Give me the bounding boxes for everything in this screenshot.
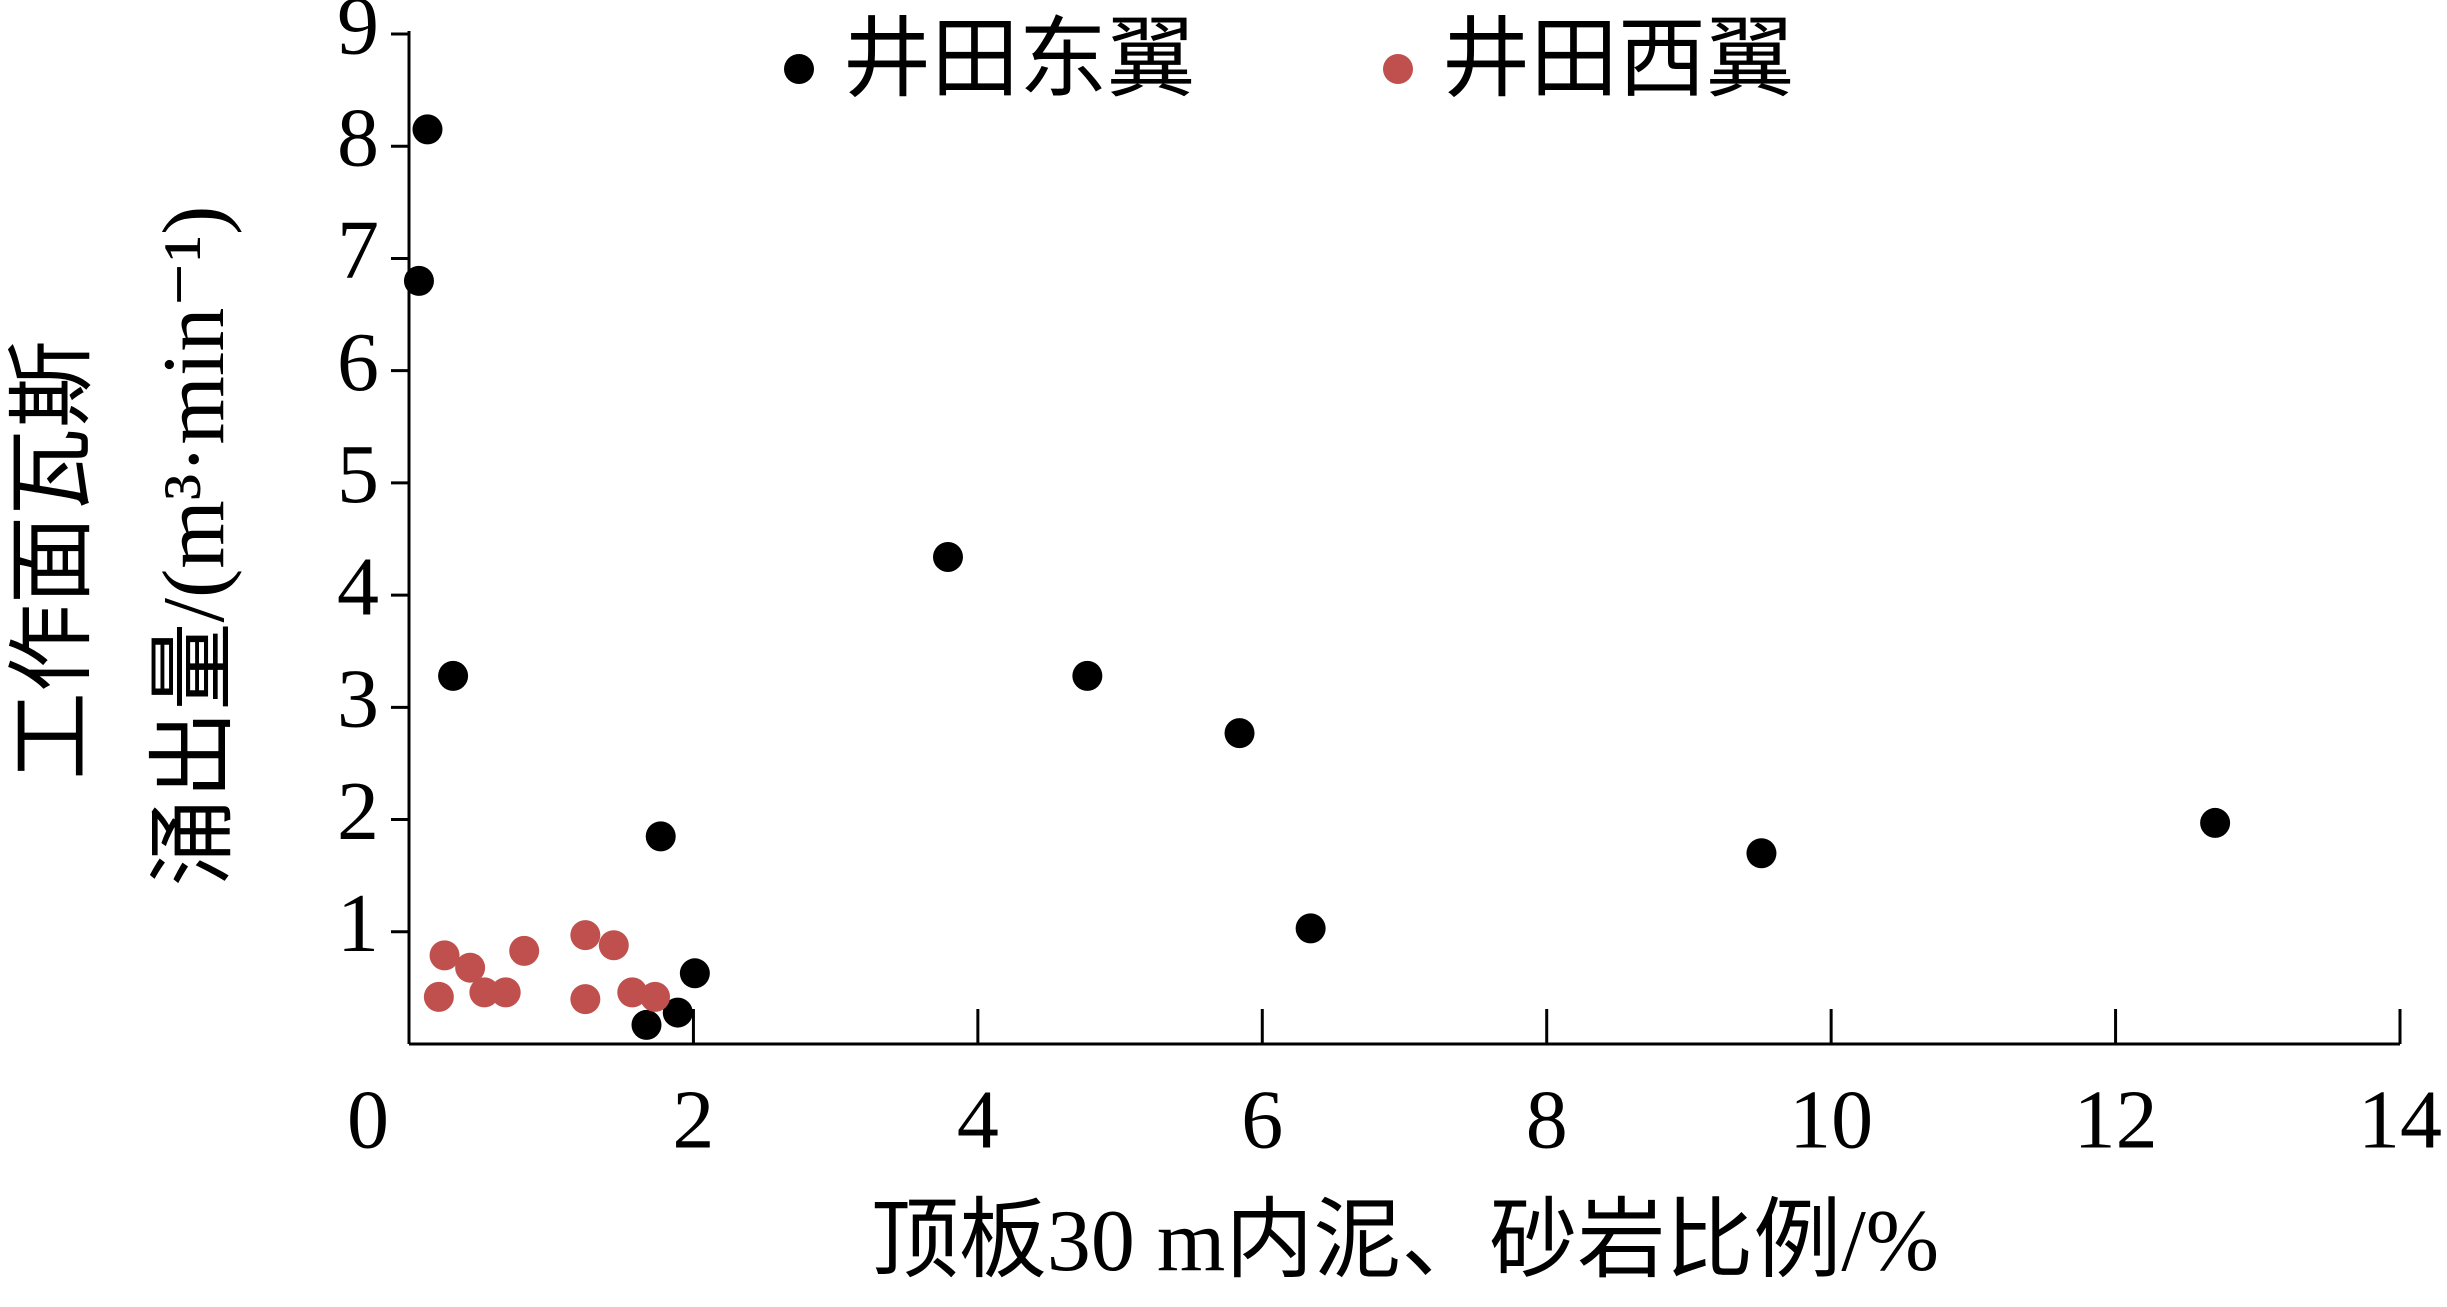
point xyxy=(932,541,963,572)
point xyxy=(412,114,443,145)
legend-label: 井田西翼 xyxy=(1442,12,1794,109)
x-tick-label: 8 xyxy=(1526,1073,1568,1166)
point xyxy=(617,977,648,1008)
point xyxy=(469,977,500,1008)
y-tick-label: 7 xyxy=(337,204,379,297)
point xyxy=(631,1009,662,1040)
point xyxy=(570,920,601,951)
x-tick-label: 10 xyxy=(1789,1073,1873,1166)
point xyxy=(598,930,629,961)
x-tick-label: 14 xyxy=(2358,1073,2442,1166)
point xyxy=(403,265,434,296)
point xyxy=(1746,838,1777,869)
y-tick-label: 9 xyxy=(337,0,379,72)
point xyxy=(438,660,469,691)
point xyxy=(423,981,454,1012)
point xyxy=(1072,660,1103,691)
y-tick-label: 2 xyxy=(337,765,379,858)
x-tick-label: 12 xyxy=(2074,1073,2158,1166)
y-tick-label: 1 xyxy=(337,877,379,970)
point xyxy=(662,997,693,1028)
point xyxy=(640,981,671,1012)
y-axis-label: 工作面瓦斯 xyxy=(5,340,102,780)
point xyxy=(570,984,601,1015)
y-axis-label: 涌出量/(m³·min⁻¹) xyxy=(146,206,243,887)
point xyxy=(679,958,710,989)
y-tick-label: 5 xyxy=(337,428,379,521)
legend-marker xyxy=(784,54,814,84)
x-tick-label: 6 xyxy=(1241,1073,1283,1166)
x-axis-label: 顶板30 m内泥、砂岩比例/% xyxy=(871,1193,1939,1290)
y-tick-label: 8 xyxy=(337,92,379,185)
legend-label: 井田东翼 xyxy=(843,12,1195,109)
y-tick-label: 4 xyxy=(337,540,379,633)
legend-marker xyxy=(1383,54,1413,84)
x-tick-label: 0 xyxy=(347,1073,389,1166)
point xyxy=(455,952,486,983)
x-tick-label: 2 xyxy=(672,1073,714,1166)
point xyxy=(1224,718,1255,749)
y-tick-label: 6 xyxy=(337,316,379,409)
point xyxy=(2200,807,2231,838)
y-tick-label: 3 xyxy=(337,653,379,746)
point xyxy=(1295,913,1326,944)
x-tick-label: 4 xyxy=(957,1073,999,1166)
point xyxy=(645,821,676,852)
point xyxy=(429,940,460,971)
point xyxy=(490,977,521,1008)
point xyxy=(509,935,540,966)
